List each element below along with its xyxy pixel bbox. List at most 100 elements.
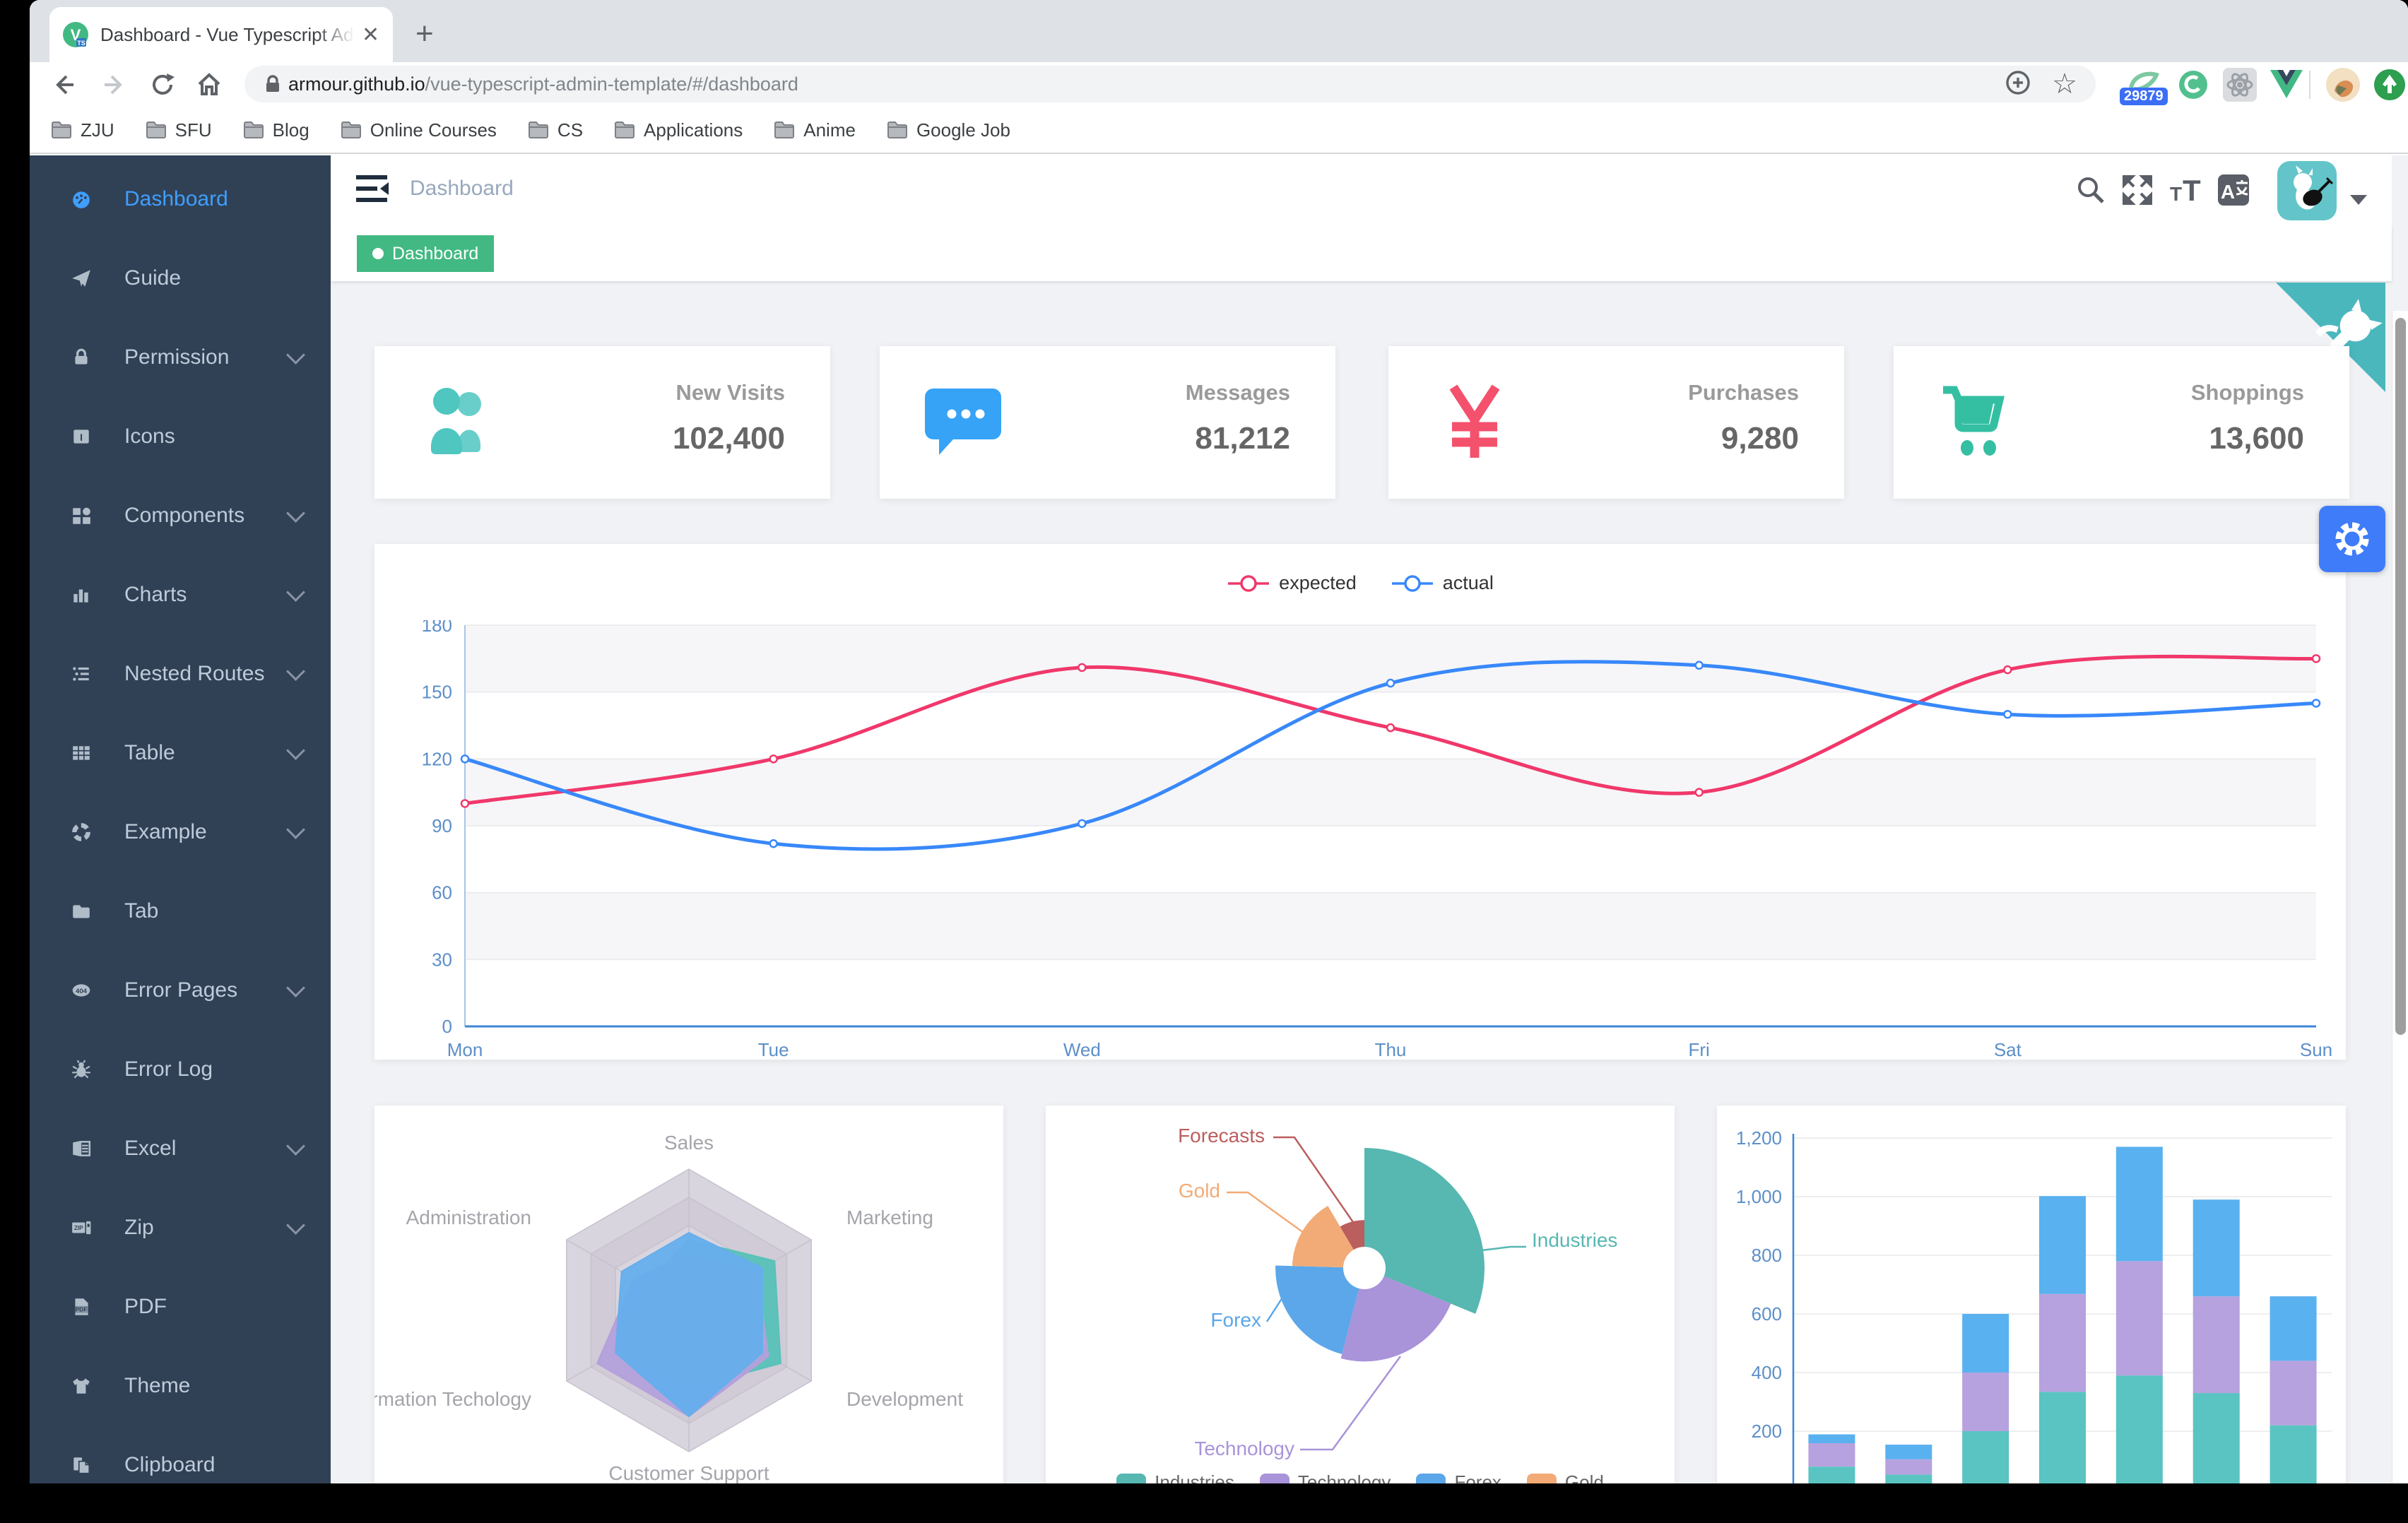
browser-tab[interactable]: V TS Dashboard - Vue Typescript Ad ✕ xyxy=(49,7,393,62)
scrollbar-thumb[interactable] xyxy=(2395,318,2406,1035)
folder-icon xyxy=(146,122,166,138)
svg-text:Tue: Tue xyxy=(758,1039,789,1058)
url-bar[interactable]: armour.github.io/vue-typescript-admin-te… xyxy=(244,66,2096,102)
svg-text:Information Techology: Information Techology xyxy=(374,1388,531,1410)
svg-text:404: 404 xyxy=(76,988,88,995)
user-avatar[interactable] xyxy=(2277,161,2337,220)
bookmark-item[interactable]: Anime xyxy=(774,119,856,141)
svg-text:1,200: 1,200 xyxy=(1736,1127,1782,1149)
legend-item-expected[interactable]: expected xyxy=(1227,572,1357,594)
pie-legend-item[interactable]: Industries xyxy=(1116,1471,1234,1483)
extension-vue-icon[interactable] xyxy=(2268,66,2305,103)
sidebar-item-components[interactable]: Components xyxy=(30,476,331,555)
stat-card-new-visits[interactable]: New Visits 102,400 xyxy=(374,346,830,499)
stat-value: 102,400 xyxy=(672,421,785,456)
folder-icon xyxy=(341,122,361,138)
extension-react-icon[interactable] xyxy=(2221,66,2258,103)
svg-text:60: 60 xyxy=(432,882,452,903)
sidebar-item-error-log[interactable]: Error Log xyxy=(30,1030,331,1109)
svg-text:200: 200 xyxy=(1752,1421,1782,1442)
stat-card-shoppings[interactable]: Shoppings 13,600 xyxy=(1894,346,2349,499)
tab-strip: V TS Dashboard - Vue Typescript Ad ✕ + xyxy=(30,0,2408,62)
svg-text:Fri: Fri xyxy=(1689,1039,1710,1058)
tag-dashboard[interactable]: Dashboard xyxy=(357,235,495,272)
page-scrollbar[interactable] xyxy=(2392,311,2408,1483)
sidebar-item-icons[interactable]: I Icons xyxy=(30,397,331,476)
extension-circle-icon[interactable] xyxy=(2175,66,2212,103)
bookmark-item[interactable]: CS xyxy=(528,119,583,141)
search-icon[interactable] xyxy=(2070,170,2111,211)
sidebar-item-table[interactable]: Table xyxy=(30,713,331,793)
svg-text:Customer Support: Customer Support xyxy=(608,1462,769,1483)
chevron-down-icon xyxy=(286,661,305,681)
sidebar-item-excel[interactable]: Excel xyxy=(30,1109,331,1188)
folder-icon xyxy=(615,122,635,138)
sidebar-item-zip[interactable]: ZIP Zip xyxy=(30,1188,331,1267)
stat-value: 81,212 xyxy=(1195,421,1290,456)
zoom-plus-icon[interactable] xyxy=(2004,69,2032,100)
folder-icon xyxy=(774,122,795,138)
chevron-down-icon xyxy=(286,978,305,997)
profile-avatar[interactable] xyxy=(2325,66,2361,103)
bug-icon xyxy=(71,1059,92,1080)
line-chart-card: expected actual 0 30 60 90 120 150 180 Mon Tue Wed… xyxy=(374,544,2346,1060)
bar-chart-card: 200 400 600 800 1,000 1,200 xyxy=(1717,1106,2346,1483)
pie-legend-item[interactable]: Technology xyxy=(1259,1471,1391,1483)
svg-text:Mon: Mon xyxy=(447,1039,483,1058)
sidebar-item-nested-routes[interactable]: Nested Routes xyxy=(30,634,331,713)
bookmark-item[interactable]: Blog xyxy=(243,119,309,141)
bookmark-item[interactable]: Applications xyxy=(614,119,743,141)
sidebar: Dashboard Guide Permission I Icons Compon… xyxy=(30,155,331,1483)
chevron-down-icon xyxy=(286,1215,305,1235)
legend-item-actual[interactable]: actual xyxy=(1391,572,1494,594)
new-tab-button[interactable]: + xyxy=(415,16,434,51)
bookmarks-bar: ZJU SFU Blog Online Courses CS Applications An… xyxy=(30,107,2408,154)
fullscreen-icon[interactable] xyxy=(2117,170,2158,211)
extension-mail-icon[interactable]: 29879 xyxy=(2120,66,2168,105)
home-icon[interactable] xyxy=(191,66,228,103)
sidebar-item-charts[interactable]: Charts xyxy=(30,555,331,634)
sidebar-item-error-pages[interactable]: 404 Error Pages xyxy=(30,951,331,1030)
stat-title: Messages xyxy=(1185,380,1290,405)
pie-legend-item[interactable]: Forex xyxy=(1416,1471,1501,1483)
svg-text:Development: Development xyxy=(846,1388,963,1410)
forward-icon[interactable] xyxy=(96,66,133,103)
svg-text:30: 30 xyxy=(432,949,452,970)
settings-button[interactable] xyxy=(2319,506,2385,572)
sidebar-item-permission[interactable]: Permission xyxy=(30,318,331,397)
browser-window: V TS Dashboard - Vue Typescript Ad ✕ + a… xyxy=(30,0,2408,1483)
line-chart-legend[interactable]: expected actual xyxy=(374,572,2346,594)
update-button[interactable] xyxy=(2371,66,2408,103)
hamburger-icon[interactable] xyxy=(355,172,391,210)
svg-text:Technology: Technology xyxy=(1194,1438,1294,1459)
stat-title: Purchases xyxy=(1688,380,1799,405)
money-icon xyxy=(1432,383,1517,462)
sidebar-item-tab[interactable]: Tab xyxy=(30,872,331,951)
message-icon xyxy=(923,383,1008,462)
back-icon[interactable] xyxy=(45,66,82,103)
sidebar-item-dashboard[interactable]: Dashboard xyxy=(30,160,331,239)
pie-legend-item[interactable]: Gold xyxy=(1526,1471,1604,1483)
sidebar-item-pdf[interactable]: PDF PDF xyxy=(30,1267,331,1346)
stat-card-messages[interactable]: Messages 81,212 xyxy=(880,346,1335,499)
pdf-icon: PDF xyxy=(71,1296,92,1317)
bookmark-item[interactable]: Google Job xyxy=(887,119,1010,141)
sidebar-item-clipboard[interactable]: Clipboard xyxy=(30,1426,331,1483)
stat-card-purchases[interactable]: Purchases 9,280 xyxy=(1388,346,1844,499)
sidebar-item-theme[interactable]: Theme xyxy=(30,1346,331,1426)
bookmark-item[interactable]: SFU xyxy=(146,119,212,141)
reload-icon[interactable] xyxy=(144,66,181,103)
sidebar-item-example[interactable]: Example xyxy=(30,793,331,872)
sidebar-item-guide[interactable]: Guide xyxy=(30,239,331,318)
bookmark-item[interactable]: Online Courses xyxy=(341,119,497,141)
svg-text:Sat: Sat xyxy=(1994,1039,2022,1058)
bookmark-star-icon[interactable]: ☆ xyxy=(2052,69,2077,100)
tab-close-icon[interactable]: ✕ xyxy=(362,23,380,47)
bookmark-item[interactable]: ZJU xyxy=(51,119,114,141)
avatar-caret-icon[interactable] xyxy=(2350,195,2367,205)
translate-icon[interactable]: A xyxy=(2213,170,2254,211)
svg-text:800: 800 xyxy=(1752,1245,1782,1266)
folder-icon xyxy=(528,122,548,138)
folder-icon xyxy=(52,122,71,138)
